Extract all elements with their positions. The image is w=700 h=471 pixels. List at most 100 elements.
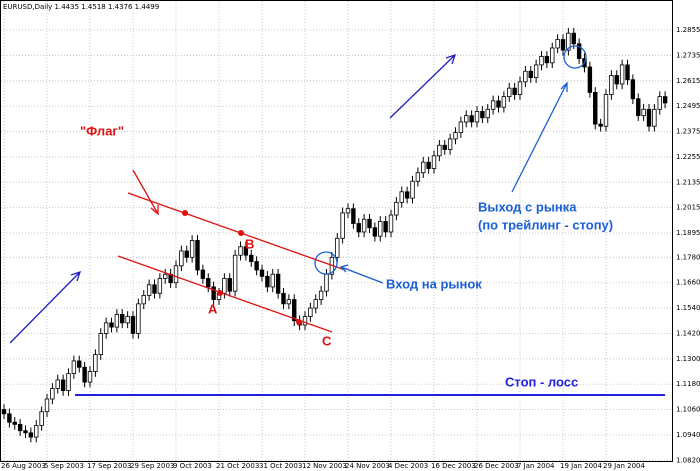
candle-body [598, 123, 603, 127]
entry-circle [314, 251, 338, 275]
y-tick-label: 1.1300 [676, 355, 700, 363]
header: EURUSD,Daily 1.4435 1.4518 1.4376 1.4499 [3, 3, 159, 11]
candle-body [458, 121, 464, 133]
y-tick-label: 1.2135 [676, 178, 700, 186]
candle-body [146, 284, 152, 296]
candle-body [603, 94, 609, 127]
candle-body [324, 273, 329, 292]
y-tick-label: 1.1660 [676, 279, 700, 287]
candle-body [103, 322, 109, 334]
y-tick-label: 1.2015 [676, 204, 700, 212]
candle-body [614, 75, 619, 85]
x-tick-label: 12 Nov 2003 [302, 462, 347, 470]
candle-body [259, 269, 265, 277]
candle-body [404, 191, 410, 199]
candle-body [437, 144, 442, 157]
candle-body [157, 278, 163, 294]
x-tick-label: 17 Sep 2003 [87, 462, 131, 470]
candle-body [646, 108, 652, 127]
candle-body [587, 66, 593, 93]
exit-arrow [511, 81, 568, 193]
candle-body [222, 278, 227, 294]
candle-body [7, 413, 12, 423]
candle-body [447, 138, 453, 150]
candle-body [335, 237, 340, 258]
candle-body [496, 100, 501, 108]
candle-body [292, 299, 297, 322]
candle-body [453, 132, 458, 140]
overlay [9, 45, 665, 396]
candle-body [544, 56, 550, 64]
candle-body [265, 275, 270, 288]
candle-body [442, 144, 447, 150]
candle-body [399, 191, 404, 203]
flag-arrow [132, 169, 159, 216]
x-tick-label: 24 Nov 2003 [345, 462, 390, 470]
candle-body [523, 70, 528, 83]
channel-upper [127, 192, 346, 271]
candle-body [469, 115, 474, 123]
candle-body [82, 366, 87, 383]
candle-body [517, 81, 523, 95]
candle-body [98, 333, 103, 355]
candle-body [173, 265, 179, 284]
candle-body [421, 161, 426, 174]
candle-body [356, 223, 361, 233]
y-tick-label: 1.2615 [676, 77, 700, 85]
candle-body [206, 278, 211, 288]
candle-body [576, 43, 582, 59]
candle-body [367, 218, 372, 229]
candle-body [270, 273, 275, 288]
candle-body [388, 214, 394, 233]
exit-label: Выход с рынка [478, 199, 577, 214]
candle-body [533, 64, 539, 78]
candle-body [394, 201, 399, 216]
y-tick-label: 1.0820 [676, 456, 700, 464]
candle-body [141, 294, 146, 305]
y-tick-label: 1.1895 [676, 229, 700, 237]
x-tick-label: 26 Aug 2003 [1, 462, 46, 470]
candle-body [528, 70, 533, 78]
candle-body [480, 111, 485, 119]
candle-body [200, 269, 206, 279]
candle-body [39, 411, 44, 426]
y-tick-label: 1.1540 [676, 304, 700, 312]
candle-body [512, 87, 517, 95]
candle-body [55, 379, 60, 389]
exit-label: (по трейлинг - стопу) [478, 217, 613, 232]
x-tick-label: 26 Dec 2003 [474, 462, 519, 470]
y-tick-label: 1.0940 [676, 431, 700, 439]
point-c: C [322, 333, 332, 348]
y-tick-label: 1.2495 [676, 102, 700, 110]
candle-body [372, 227, 378, 237]
candle-body [163, 273, 168, 279]
candle-body [50, 388, 55, 400]
candle-body [351, 208, 356, 224]
candle-body [28, 432, 34, 438]
candle-body [275, 273, 281, 294]
candle-body [340, 212, 345, 239]
candle-body [12, 421, 17, 425]
candle-body [184, 250, 189, 258]
candle-body [44, 398, 50, 413]
candle-body [249, 254, 254, 262]
candle-body [410, 180, 415, 199]
stop-label: Стоп - лосс [505, 374, 578, 389]
candle-body [66, 373, 71, 391]
entry-label: Вход на рынок [386, 276, 482, 291]
y-tick-label: 1.1780 [676, 253, 700, 261]
entry-arrow [339, 264, 384, 284]
candle-body [281, 292, 286, 305]
candle-body [361, 218, 367, 233]
x-tick-label: 31 Oct 2003 [259, 462, 302, 470]
candle-body [313, 299, 318, 309]
y-tick-label: 1.2735 [676, 51, 700, 59]
candle-body [195, 240, 200, 271]
candle-body [636, 98, 641, 117]
candle-body [109, 322, 114, 328]
candle-body [227, 278, 232, 292]
pivot-dot [238, 230, 244, 236]
candle-body [120, 314, 125, 324]
candle-body [130, 316, 136, 334]
